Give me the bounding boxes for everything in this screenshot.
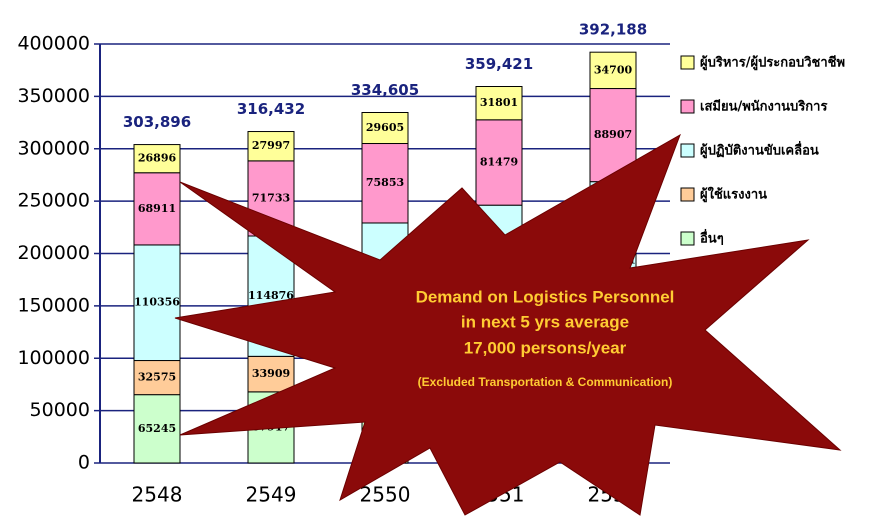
value-label: 110356 [134,296,180,309]
y-tick-label: 150000 [17,294,90,316]
value-label: 34700 [594,63,633,76]
x-tick-label: 2550 [360,483,411,507]
annotation-text: in next 5 yrs average [461,312,629,331]
page: 0 50000 100000 150000 200000 250000 300000 3500… [0,0,885,521]
legend-label: อื่นๆ [700,229,724,247]
total-label: 334,605 [351,81,419,99]
value-label: 75853 [366,176,404,189]
legend-label: ผู้ปฏิบัติงานขับเคลื่อน [700,141,819,159]
annotation-text: (Excluded Transportation & Communication… [418,375,673,389]
y-tick-label: 350000 [17,85,90,107]
legend-label: ผู้บริหาร/ผู้ประกอบวิชาชีพ [700,55,845,71]
total-label: 316,432 [237,100,305,118]
legend-swatch [681,100,694,113]
x-tick-label: 2548 [132,483,183,507]
value-label: 27997 [252,139,290,152]
y-tick-label: 250000 [17,190,90,212]
value-label: 88907 [594,128,632,141]
value-label: 32575 [138,371,176,384]
total-label: 392,188 [579,21,647,39]
value-label: 29605 [366,121,404,134]
x-tick-label: 2549 [246,483,297,507]
y-tick-label: 400000 [17,33,90,55]
value-label: 31801 [480,96,518,109]
y-tick-label: 50000 [30,399,90,421]
legend-label: เสมียน/พนักงานบริการ [700,99,827,115]
annotation-text: 17,000 persons/year [464,338,627,357]
legend-label: ผู้ใช้แรงงาน [700,186,767,203]
y-tick-label: 100000 [17,347,90,369]
value-label: 26896 [138,152,177,165]
y-tick-label: 300000 [17,137,90,159]
value-label: 81479 [480,155,518,168]
value-label: 65245 [138,422,176,435]
value-label: 71733 [252,191,290,204]
y-tick-label: 200000 [17,242,90,264]
legend-swatch [681,144,694,157]
total-label: 359,421 [465,55,533,73]
y-tick-label: 0 [78,452,90,474]
annotation-text: Demand on Logistics Personnel [416,287,675,306]
legend-swatch [681,188,694,201]
legend-swatch [681,232,694,245]
value-label: 33909 [252,367,290,380]
chart: 0 50000 100000 150000 200000 250000 300000 3500… [0,0,885,521]
total-label: 303,896 [123,113,191,131]
legend-swatch [681,56,694,69]
value-label: 68911 [138,202,176,215]
